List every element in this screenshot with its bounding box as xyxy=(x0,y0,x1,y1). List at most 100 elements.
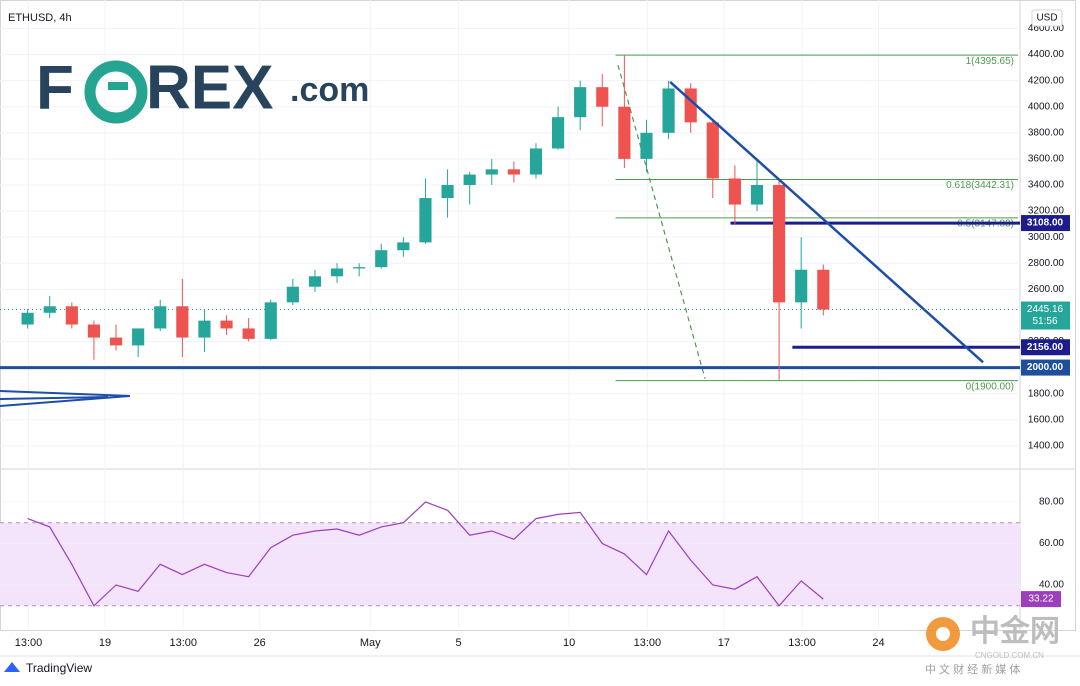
candle-body xyxy=(795,269,808,303)
x-tick-label: 10 xyxy=(563,637,575,649)
level-label-box xyxy=(1021,359,1070,376)
candle-body xyxy=(574,87,587,118)
y-tick-label: 3600.00 xyxy=(1028,154,1065,165)
candle-body xyxy=(817,269,830,310)
candle-body xyxy=(220,320,233,329)
level-label: 2156.00 xyxy=(1027,342,1064,353)
cngold-name: 中金网 xyxy=(970,614,1060,648)
last-price-label: 2445.16 xyxy=(1027,304,1064,315)
projection-line xyxy=(617,64,706,379)
candle-body xyxy=(463,174,476,185)
candle-body xyxy=(773,184,786,303)
candle-body xyxy=(750,184,764,205)
cngold-url: CNGOLD.COM.CN xyxy=(975,651,1044,660)
y-tick-label: 4600.00 xyxy=(1028,23,1065,34)
candle-body xyxy=(728,178,741,205)
x-tick-label: 13:00 xyxy=(15,637,43,649)
y-tick-label: 4400.00 xyxy=(1028,49,1065,60)
candle-body xyxy=(21,312,34,325)
logo-text: REX xyxy=(146,53,273,122)
candle-body xyxy=(65,306,78,325)
labels: 13:00 19 13:00 26 May 5 10 13:00 17 13:00 24 3108.0… xyxy=(15,215,1070,649)
candle-body xyxy=(154,306,167,329)
logo-icon xyxy=(84,60,148,124)
trendline xyxy=(669,81,984,364)
drawing-line xyxy=(0,395,131,407)
rsi-last-label: 33.22 xyxy=(1028,594,1053,605)
y-tick-label: 3000.00 xyxy=(1028,232,1065,243)
currency: USD xyxy=(1036,13,1057,24)
y-tick-label: 3400.00 xyxy=(1028,180,1065,191)
wedge-drawing xyxy=(0,390,131,407)
x-tick-label: May xyxy=(360,637,381,649)
chart-title: ETHUSD, 4h xyxy=(8,12,72,24)
candle-body xyxy=(242,328,255,339)
logo-text: F xyxy=(36,53,74,122)
candle-body xyxy=(109,337,123,346)
candle-body xyxy=(419,198,432,243)
logo-text: .com xyxy=(290,71,369,109)
tradingview-icon xyxy=(4,662,20,672)
candle-body xyxy=(706,122,719,179)
level-label: 3108.00 xyxy=(1027,218,1064,229)
candle-body xyxy=(596,87,609,107)
candle-body xyxy=(132,328,145,346)
cngold-watermark: 中金网 CNGOLD.COM.CN 中 文 财 经 新 媒 体 xyxy=(925,614,1060,676)
candle-body xyxy=(353,267,366,269)
rsi-band xyxy=(0,522,1020,606)
rsi-last-box xyxy=(1021,591,1061,608)
y-tick-label: 40.00 xyxy=(1039,580,1064,591)
candle-body xyxy=(507,169,520,175)
candle-body xyxy=(529,148,543,175)
last-price-box xyxy=(1021,301,1070,330)
fib-label: 0.618(3442.31) xyxy=(946,180,1014,191)
fib-label: 1(4395.65) xyxy=(966,56,1014,67)
level-label-box xyxy=(1021,339,1070,356)
x-tick-label: 17 xyxy=(718,637,730,649)
x-tick-label: 24 xyxy=(872,637,884,649)
y-tick-label: 3800.00 xyxy=(1028,127,1065,138)
candle-body xyxy=(397,242,410,251)
candle-body xyxy=(198,320,211,338)
candle-body xyxy=(618,106,631,159)
frame xyxy=(0,0,1076,631)
x-tick-label: 26 xyxy=(254,637,266,649)
rsi-line xyxy=(27,501,824,607)
candle-body xyxy=(662,88,675,133)
y-tick-label: 80.00 xyxy=(1039,497,1064,508)
fib-label: 0(1900.00) xyxy=(966,381,1014,392)
grid: 1400.001600.001800.002200.002600.002800.… xyxy=(0,0,1064,628)
candle-body xyxy=(176,306,189,338)
candle-body xyxy=(308,276,322,287)
currency-box xyxy=(1031,9,1063,27)
y-tick-label: 1600.00 xyxy=(1028,414,1065,425)
y-tick-label: 60.00 xyxy=(1039,538,1064,549)
y-tick-label: 3200.00 xyxy=(1028,206,1065,217)
candle-body xyxy=(87,324,101,338)
countdown: 51:56 xyxy=(1032,316,1057,327)
candle-body xyxy=(640,132,653,159)
candle-body xyxy=(441,184,454,199)
drawing-line xyxy=(0,390,131,397)
x-tick-label: 5 xyxy=(456,637,462,649)
x-tick-label: 13:00 xyxy=(169,637,197,649)
candle-body xyxy=(485,169,498,175)
logo-icon xyxy=(108,82,128,90)
x-tick-label: 13:00 xyxy=(634,637,662,649)
y-tick-label: 1400.00 xyxy=(1028,440,1065,451)
cngold-slogan: 中 文 财 经 新 媒 体 xyxy=(925,662,1020,676)
candle-body xyxy=(43,306,56,313)
y-tick-label: 1800.00 xyxy=(1028,388,1065,399)
x-tick-label: 19 xyxy=(99,637,111,649)
y-tick-label: 4000.00 xyxy=(1028,101,1065,112)
y-tick-label: 2600.00 xyxy=(1028,284,1065,295)
logo: F REX .com xyxy=(36,53,369,124)
candle-body xyxy=(551,117,565,149)
drawing-line xyxy=(0,396,109,400)
y-tick-label: 2800.00 xyxy=(1028,258,1065,269)
candle-body xyxy=(375,250,388,268)
cngold-icon xyxy=(936,627,950,641)
candle-body xyxy=(264,302,277,339)
candle-body xyxy=(330,268,344,277)
